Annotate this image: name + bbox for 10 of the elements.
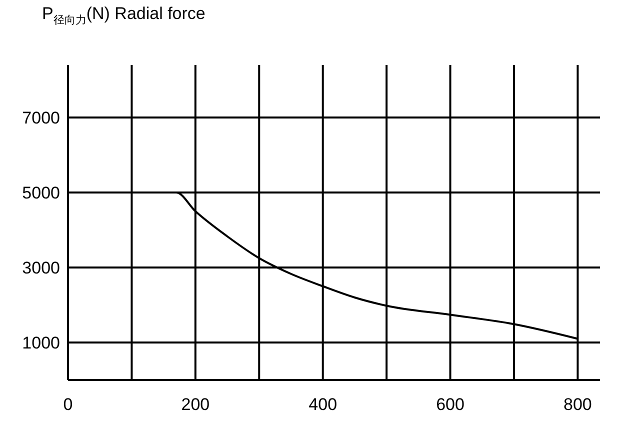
x-tick-label: 400 [308,395,338,414]
x-tick-label: 0 [63,395,73,414]
x-tick-label: 200 [181,395,210,414]
x-tick-label: 800 [564,395,592,414]
y-tick-label: 7000 [22,108,60,128]
y-tick-label: 3000 [22,258,60,278]
y-tick-label: 1000 [22,334,60,353]
y-axis-title: P$_{径向力}$(N) Radial force [42,4,206,28]
y-tick-label: 5000 [22,184,60,203]
x-tick-label: 600 [436,395,464,414]
